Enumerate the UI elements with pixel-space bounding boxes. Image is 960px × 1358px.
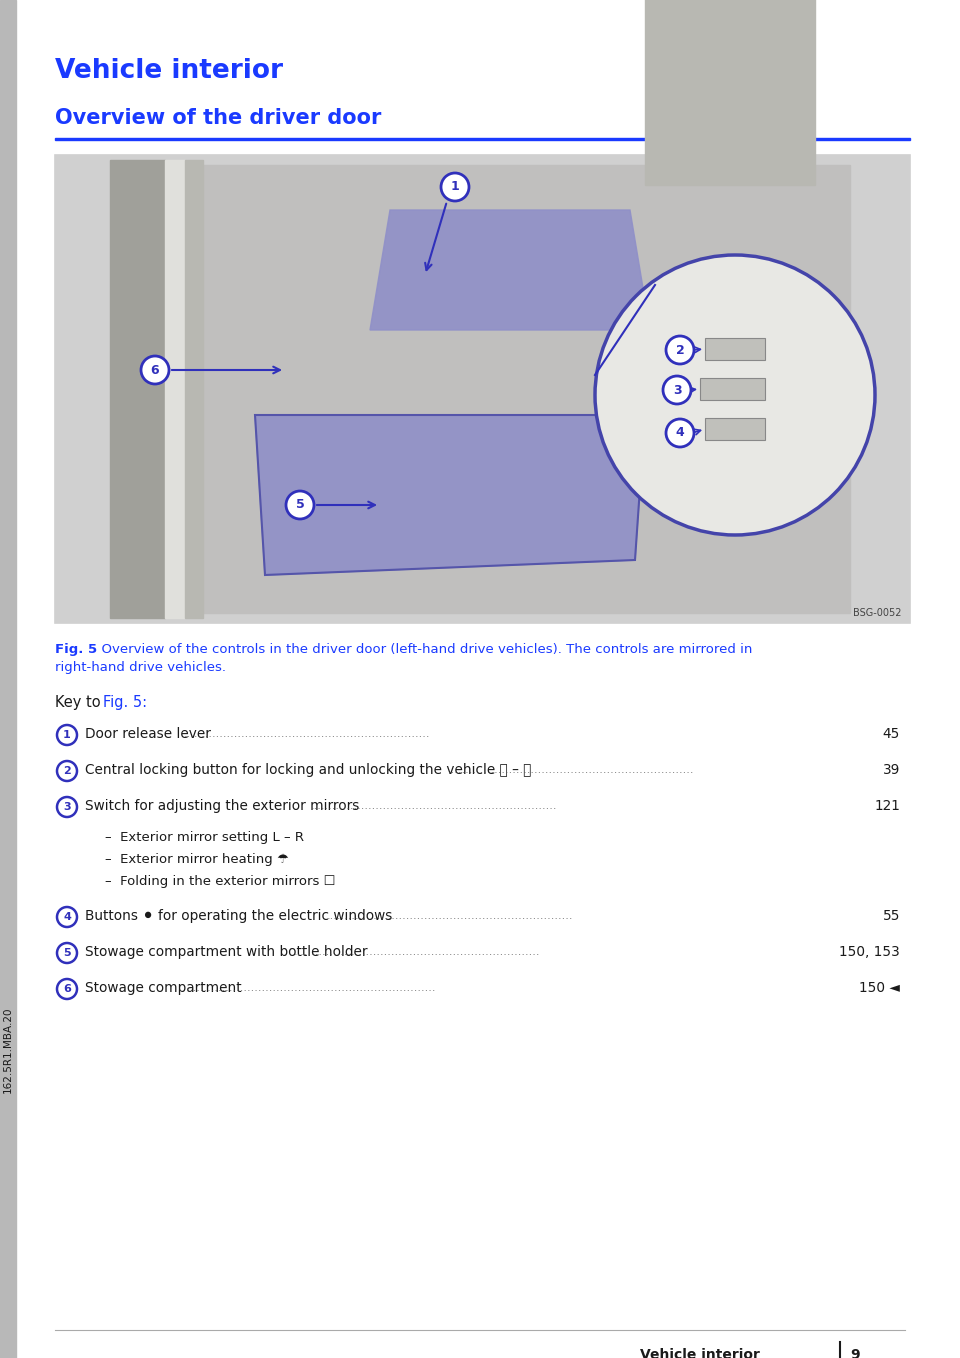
Bar bbox=[110, 160, 165, 618]
Text: Stowage compartment: Stowage compartment bbox=[85, 980, 242, 995]
Bar bbox=[0, 0, 16, 1358]
Bar bbox=[185, 160, 203, 618]
Text: 121: 121 bbox=[875, 799, 900, 813]
Text: 4: 4 bbox=[676, 426, 684, 440]
Circle shape bbox=[595, 255, 875, 535]
Text: 3: 3 bbox=[673, 383, 682, 397]
Text: Central locking button for locking and unlocking the vehicle ⚿ – ⚿: Central locking button for locking and u… bbox=[85, 763, 532, 777]
Text: 4: 4 bbox=[63, 913, 71, 922]
Text: Fig. 5: Fig. 5 bbox=[55, 642, 97, 656]
Text: 5: 5 bbox=[296, 498, 304, 512]
Text: BSG-0052: BSG-0052 bbox=[853, 608, 902, 618]
Circle shape bbox=[663, 376, 691, 403]
Text: –  Folding in the exterior mirrors ☐: – Folding in the exterior mirrors ☐ bbox=[105, 875, 335, 888]
Text: right-hand drive vehicles.: right-hand drive vehicles. bbox=[55, 661, 226, 674]
Text: Door release lever: Door release lever bbox=[85, 727, 211, 741]
Circle shape bbox=[286, 492, 314, 519]
Circle shape bbox=[141, 356, 169, 384]
Text: 1: 1 bbox=[63, 731, 71, 740]
Text: Overview of the controls in the driver door (left-hand drive vehicles). The cont: Overview of the controls in the driver d… bbox=[93, 642, 753, 656]
Text: Fig. 5:: Fig. 5: bbox=[103, 695, 147, 710]
Text: Stowage compartment with bottle holder: Stowage compartment with bottle holder bbox=[85, 945, 368, 959]
Text: ....................................................................: ........................................… bbox=[294, 947, 540, 957]
Text: Buttons ⚫ for operating the electric windows: Buttons ⚫ for operating the electric win… bbox=[85, 909, 393, 923]
Text: 55: 55 bbox=[882, 909, 900, 923]
Circle shape bbox=[57, 942, 77, 963]
Text: ....................................................................: ........................................… bbox=[189, 983, 436, 993]
Polygon shape bbox=[370, 210, 650, 330]
Bar bbox=[55, 139, 910, 140]
Bar bbox=[165, 160, 185, 618]
Bar bbox=[115, 166, 850, 612]
Text: ....................................................................: ........................................… bbox=[448, 765, 694, 775]
Text: 162.5R1.MBA.20: 162.5R1.MBA.20 bbox=[3, 1006, 13, 1093]
Text: 45: 45 bbox=[882, 727, 900, 741]
Circle shape bbox=[666, 335, 694, 364]
Circle shape bbox=[57, 797, 77, 818]
Text: 9: 9 bbox=[850, 1348, 859, 1358]
Text: 150, 153: 150, 153 bbox=[839, 945, 900, 959]
Text: 6: 6 bbox=[151, 364, 159, 376]
Bar bbox=[645, 0, 815, 185]
Text: 39: 39 bbox=[882, 763, 900, 777]
Text: Vehicle interior: Vehicle interior bbox=[55, 58, 283, 84]
Text: –  Exterior mirror setting L – R: – Exterior mirror setting L – R bbox=[105, 831, 304, 845]
Text: 6: 6 bbox=[63, 985, 71, 994]
Text: –  Exterior mirror heating ☂: – Exterior mirror heating ☂ bbox=[105, 853, 289, 866]
Text: ....................................................................: ........................................… bbox=[184, 729, 430, 739]
Text: 5: 5 bbox=[63, 948, 71, 957]
Bar bbox=[55, 155, 910, 623]
Text: Key to: Key to bbox=[55, 695, 106, 710]
Text: ....................................................................: ........................................… bbox=[327, 911, 573, 921]
Text: 1: 1 bbox=[450, 181, 460, 193]
Text: 3: 3 bbox=[63, 803, 71, 812]
Circle shape bbox=[57, 725, 77, 746]
Bar bbox=[700, 378, 765, 401]
Text: 2: 2 bbox=[676, 344, 684, 357]
Text: 2: 2 bbox=[63, 766, 71, 775]
Text: ....................................................................: ........................................… bbox=[310, 801, 557, 811]
Bar bbox=[705, 418, 765, 440]
Circle shape bbox=[57, 760, 77, 781]
Circle shape bbox=[666, 420, 694, 447]
Bar bbox=[705, 338, 765, 360]
Circle shape bbox=[57, 979, 77, 999]
Polygon shape bbox=[255, 416, 645, 574]
Circle shape bbox=[441, 172, 469, 201]
Text: 150 ◄: 150 ◄ bbox=[859, 980, 900, 995]
Text: Overview of the driver door: Overview of the driver door bbox=[55, 109, 381, 128]
Circle shape bbox=[57, 907, 77, 928]
Text: Switch for adjusting the exterior mirrors: Switch for adjusting the exterior mirror… bbox=[85, 799, 359, 813]
Text: Vehicle interior: Vehicle interior bbox=[640, 1348, 760, 1358]
